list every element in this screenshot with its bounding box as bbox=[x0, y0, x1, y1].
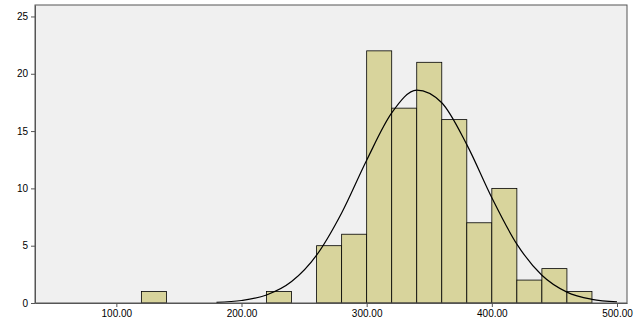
x-tick: 400.00 bbox=[477, 303, 508, 319]
y-tick: 0 bbox=[22, 298, 35, 309]
y-tick: 25 bbox=[17, 11, 35, 22]
x-tick: 300.00 bbox=[352, 303, 383, 319]
y-tick-mark bbox=[31, 188, 35, 189]
y-axis: 0 5 10 15 20 25 bbox=[17, 6, 36, 309]
y-tick-mark bbox=[31, 246, 35, 247]
histogram-bar bbox=[317, 246, 342, 303]
y-tick-label: 5 bbox=[22, 240, 28, 251]
histogram-bar bbox=[367, 51, 392, 303]
x-tick: 500.00 bbox=[602, 303, 633, 319]
y-tick: 15 bbox=[17, 126, 35, 137]
y-tick-label: 25 bbox=[17, 11, 29, 22]
y-tick-label: 0 bbox=[22, 298, 28, 309]
x-tick: 200.00 bbox=[227, 303, 258, 319]
plot-background bbox=[35, 5, 627, 303]
histogram-bar bbox=[442, 120, 467, 303]
y-tick-label: 20 bbox=[17, 68, 29, 79]
histogram-bar bbox=[417, 62, 442, 303]
x-tick-label: 300.00 bbox=[352, 308, 383, 319]
y-tick-mark bbox=[31, 16, 35, 17]
y-tick-mark bbox=[31, 303, 35, 304]
x-tick-label: 100.00 bbox=[102, 308, 133, 319]
y-tick-mark bbox=[31, 131, 35, 132]
x-tick-label: 500.00 bbox=[602, 308, 633, 319]
x-tick-mark bbox=[617, 303, 618, 307]
marks bbox=[141, 51, 617, 303]
y-tick: 5 bbox=[22, 240, 35, 251]
x-tick: 100.00 bbox=[102, 303, 133, 319]
y-tick-mark bbox=[31, 74, 35, 75]
histogram-bar bbox=[342, 234, 367, 303]
y-tick: 20 bbox=[17, 68, 35, 79]
histogram-bar bbox=[467, 223, 492, 303]
histogram-bar bbox=[141, 292, 166, 303]
x-axis: 100.00 200.00 300.00 400.00 500.00 bbox=[36, 303, 634, 319]
y-tick: 10 bbox=[17, 183, 35, 194]
histogram-bar bbox=[517, 280, 542, 303]
x-tick-mark bbox=[367, 303, 368, 307]
x-tick-mark bbox=[492, 303, 493, 307]
x-tick-label: 400.00 bbox=[477, 308, 508, 319]
y-tick-label: 10 bbox=[17, 183, 29, 194]
normal-curve bbox=[216, 90, 617, 302]
x-tick-mark bbox=[116, 303, 117, 307]
histogram-bar bbox=[392, 108, 417, 303]
plot-frame bbox=[35, 5, 627, 303]
y-axis-line bbox=[35, 6, 36, 304]
x-axis-line bbox=[36, 303, 628, 304]
y-tick-label: 15 bbox=[17, 126, 29, 137]
x-tick-mark bbox=[242, 303, 243, 307]
chart: 100.00 200.00 300.00 400.00 500.00 0 5 10 15 20 25 bbox=[0, 0, 635, 323]
x-tick-label: 200.00 bbox=[227, 308, 258, 319]
